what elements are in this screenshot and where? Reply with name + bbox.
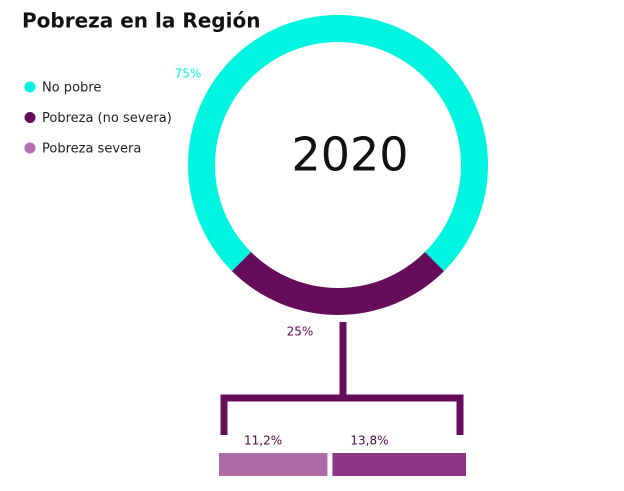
legend-swatch [24,81,36,93]
value-label: 13,8% [350,434,388,448]
value-label: 75% [175,67,202,81]
legend-swatch [24,112,36,123]
donut-segment [188,14,488,272]
chart-title: Pobreza en la Región [22,9,260,33]
bracket-arms [220,394,464,435]
breakdown-bar [332,453,466,476]
value-label: 11,2% [244,434,282,448]
donut-segment [231,251,445,315]
legend-swatch [24,142,36,154]
bracket [220,322,464,435]
legend-label: Pobreza (no severa) [42,111,172,126]
legend-label: No pobre [42,81,101,96]
value-label: 25% [287,325,314,339]
center-label: 2020 [291,128,408,182]
legend-label: Pobreza severa [42,142,141,157]
breakdown-bar [219,453,328,476]
